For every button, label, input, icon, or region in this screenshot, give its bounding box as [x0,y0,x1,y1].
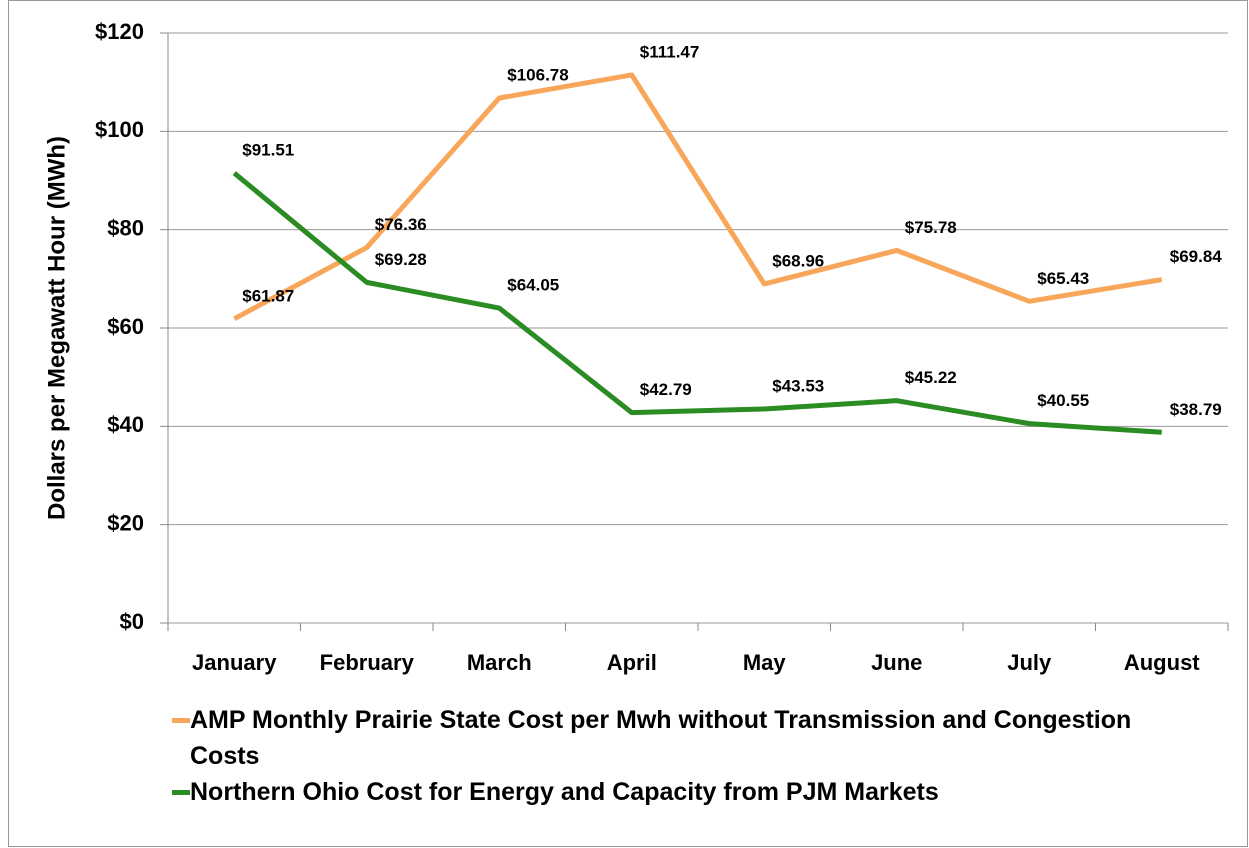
x-tick-label: March [467,650,532,675]
x-tick-label: June [871,650,922,675]
x-tick-label: August [1124,650,1200,675]
y-tick-label: $80 [107,215,144,240]
data-label: $69.84 [1170,247,1223,266]
data-label: $68.96 [772,251,824,270]
data-label: $106.78 [507,65,568,84]
data-label: $42.79 [640,380,692,399]
line [232,171,1162,435]
legend-label: AMP Monthly Prairie State Cost per Mwh w… [190,706,1132,770]
legend-label: Northern Ohio Cost for Energy and Capaci… [190,778,939,806]
x-tick-label: May [743,650,787,675]
y-tick-label: $100 [95,117,144,142]
y-tick-label: $40 [107,412,144,437]
y-tick-label: $0 [120,609,144,634]
data-label: $61.87 [242,286,294,305]
legend-swatch [172,718,190,723]
legend-entry: Northern Ohio Cost for Energy and Capaci… [172,774,1152,810]
legend-swatch [172,790,190,795]
data-label: $40.55 [1037,391,1089,410]
data-label: $38.79 [1170,400,1222,419]
data-label: $64.05 [507,276,559,295]
data-label: $91.51 [242,141,294,160]
line [233,72,1163,322]
frame [8,0,1248,847]
y-tick-label: $20 [107,510,144,535]
x-tick-label: July [1007,650,1052,675]
data-label: $65.43 [1037,269,1089,288]
y-axis-label: Dollars per Megawatt Hour (MWh) [43,136,70,520]
y-tick-label: $60 [107,314,144,339]
data-label: $75.78 [905,218,957,237]
data-label: $45.22 [905,368,957,387]
data-label: $111.47 [640,42,700,61]
data-label: $43.53 [772,376,824,395]
y-tick-label: $120 [95,19,144,44]
data-label: $69.28 [375,250,427,269]
x-tick-label: January [192,650,277,675]
legend-entry: AMP Monthly Prairie State Cost per Mwh w… [172,702,1152,774]
x-tick-label: April [607,650,657,675]
data-label: $76.36 [375,215,427,234]
x-tick-label: February [320,650,415,675]
